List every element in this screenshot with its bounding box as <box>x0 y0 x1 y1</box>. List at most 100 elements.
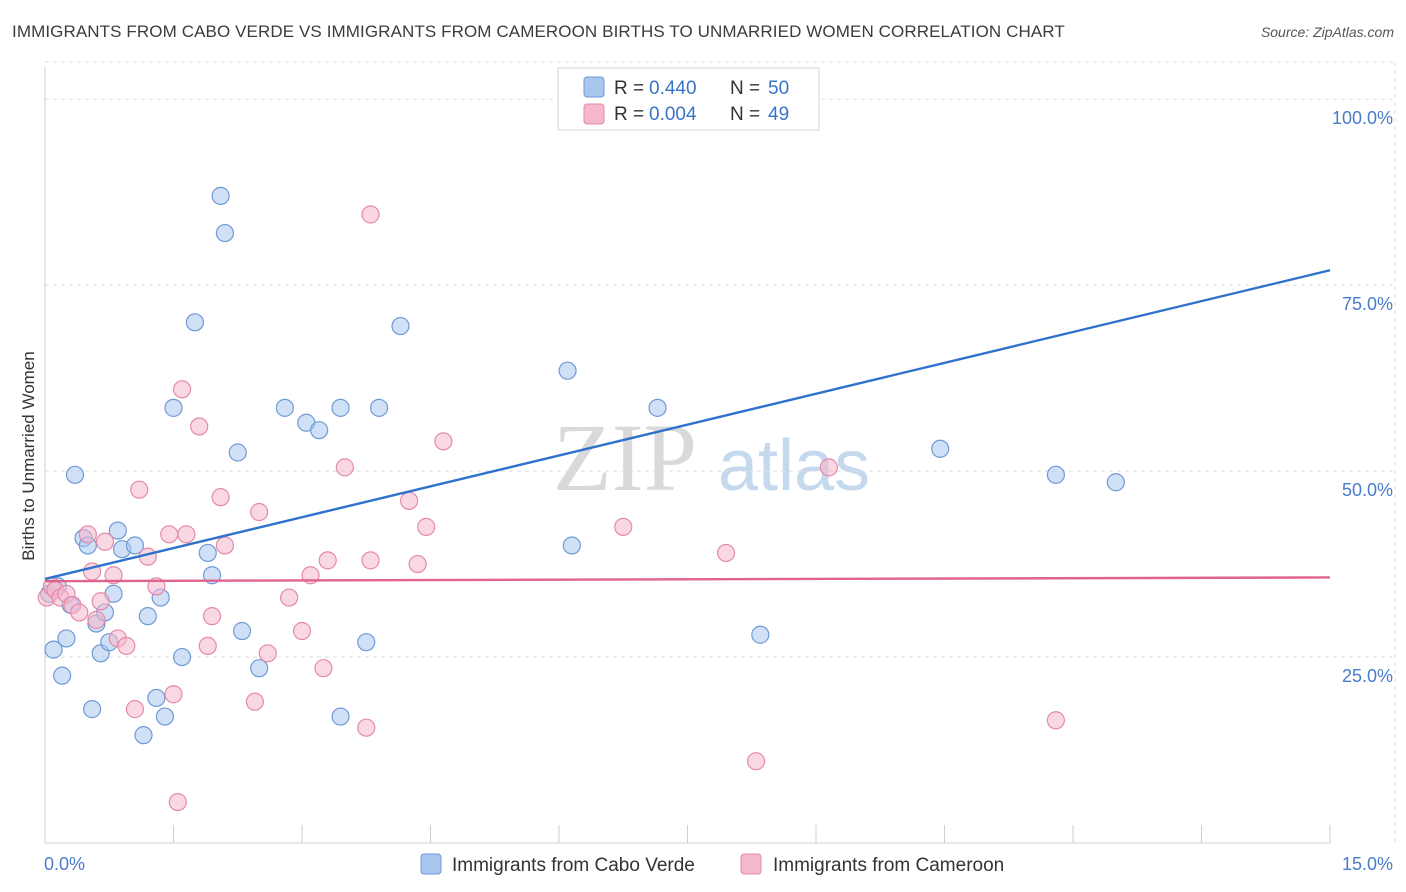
series-legend-swatch-cabo-verde <box>420 853 442 875</box>
point-cameroon-16 <box>130 480 149 499</box>
legend-n-label-cameroon: N = <box>730 104 760 125</box>
point-cabo-verde-31 <box>232 621 252 641</box>
point-cabo-verde-1 <box>44 640 63 659</box>
point-cabo-verde-15 <box>108 521 127 540</box>
point-cameroon-19 <box>160 525 179 544</box>
point-cabo-verde-45 <box>751 625 770 644</box>
point-cameroon-12 <box>104 566 123 585</box>
point-cabo-verde-4 <box>57 629 76 648</box>
legend-swatch-cabo-verde <box>583 76 605 98</box>
point-cabo-verde-24 <box>172 647 192 667</box>
x-tick-label-0: 0.0% <box>44 854 85 874</box>
legend-r-value-cabo-verde: 0.440 <box>649 78 697 99</box>
point-cabo-verde-9 <box>83 700 102 719</box>
series-legend-label-cabo-verde: Immigrants from Cabo Verde <box>452 855 695 876</box>
point-cameroon-31 <box>258 644 277 663</box>
point-cameroon-35 <box>314 659 333 678</box>
point-cameroon-32 <box>280 588 299 607</box>
point-cameroon-29 <box>245 692 264 711</box>
point-cameroon-11 <box>95 532 115 551</box>
watermark: ZIP atlas <box>553 404 870 511</box>
y-tick-label-1: 50.0% <box>1342 480 1393 500</box>
point-cabo-verde-20 <box>147 688 166 708</box>
legend-r-label-cabo-verde: R = <box>614 78 644 99</box>
point-cameroon-26 <box>202 607 222 626</box>
point-cameroon-46 <box>716 543 736 563</box>
legend-n-value-cabo-verde: 50 <box>768 78 789 99</box>
point-cameroon-43 <box>417 517 436 536</box>
point-cameroon-41 <box>399 491 419 510</box>
y-tick-label-2: 75.0% <box>1342 294 1393 314</box>
point-cabo-verde-41 <box>558 361 577 380</box>
point-cameroon-10 <box>91 592 110 611</box>
point-cabo-verde-27 <box>202 566 222 585</box>
series-legend-label-cameroon: Immigrants from Cameroon <box>773 855 1004 876</box>
point-cameroon-33 <box>292 621 312 641</box>
x-tick-labels: 0.0% 15.0% <box>44 854 1393 874</box>
x-tick-label-1: 15.0% <box>1342 854 1393 874</box>
point-cameroon-47 <box>746 752 766 771</box>
point-cabo-verde-26 <box>198 543 217 563</box>
y-tick-label-3: 100.0% <box>1332 108 1393 128</box>
watermark-atlas: atlas <box>718 426 870 506</box>
point-cabo-verde-48 <box>1046 465 1065 484</box>
point-cameroon-24 <box>190 417 209 436</box>
point-cameroon-49 <box>1046 711 1065 730</box>
point-cabo-verde-32 <box>250 659 269 678</box>
point-cameroon-22 <box>172 380 192 399</box>
correlation-legend: R = 0.440 N = 50 R = 0.004 N = 49 <box>557 67 820 131</box>
series-legend-swatch-cameroon <box>740 853 762 875</box>
point-cabo-verde-33 <box>275 398 294 417</box>
point-cabo-verde-19 <box>138 607 157 626</box>
point-cabo-verde-23 <box>164 398 183 417</box>
y-tick-labels: 25.0% 50.0% 75.0% 100.0% <box>1332 108 1393 686</box>
point-cameroon-9 <box>87 610 106 629</box>
point-cameroon-48 <box>819 458 838 477</box>
y-tick-label-0: 25.0% <box>1342 666 1393 686</box>
point-cabo-verde-22 <box>155 707 175 726</box>
point-cabo-verde-43 <box>648 398 667 417</box>
point-cameroon-45 <box>614 517 633 536</box>
point-cabo-verde-18 <box>134 726 153 745</box>
point-cameroon-38 <box>357 718 376 737</box>
point-cabo-verde-42 <box>562 536 581 555</box>
point-cameroon-23 <box>177 525 196 544</box>
trend-line-cameroon <box>44 576 1331 583</box>
point-cameroon-14 <box>117 636 136 655</box>
legend-n-value-cameroon: 49 <box>768 104 789 125</box>
trend-line-cabo-verde <box>44 269 1331 581</box>
point-cabo-verde-47 <box>931 439 950 458</box>
point-cameroon-42 <box>408 554 427 574</box>
point-cabo-verde-6 <box>65 465 85 484</box>
point-cameroon-39 <box>361 551 380 570</box>
point-cabo-verde-40 <box>391 316 410 336</box>
point-cameroon-37 <box>335 458 354 477</box>
point-cameroon-25 <box>198 636 217 655</box>
point-cabo-verde-38 <box>357 633 376 652</box>
point-cameroon-28 <box>215 536 234 555</box>
point-cameroon-20 <box>164 685 183 704</box>
point-cameroon-7 <box>78 525 97 544</box>
legend-r-value-cameroon: 0.004 <box>649 104 697 125</box>
point-cameroon-15 <box>125 700 145 719</box>
point-cabo-verde-17 <box>125 536 145 555</box>
point-cameroon-18 <box>147 577 166 596</box>
point-cameroon-36 <box>318 551 337 570</box>
point-cabo-verde-3 <box>53 666 72 685</box>
watermark-zip: ZIP <box>553 404 697 511</box>
point-cabo-verde-36 <box>331 707 350 726</box>
point-cameroon-40 <box>361 205 380 224</box>
point-cabo-verde-35 <box>310 421 329 440</box>
point-cameroon-6 <box>70 603 89 622</box>
point-cabo-verde-39 <box>370 398 389 417</box>
point-cabo-verde-29 <box>215 223 234 243</box>
chart-title: IMMIGRANTS FROM CABO VERDE VS IMMIGRANTS… <box>12 22 1065 41</box>
point-cabo-verde-30 <box>228 443 247 462</box>
legend-swatch-cameroon <box>583 103 605 125</box>
point-cabo-verde-49 <box>1106 473 1125 492</box>
point-cameroon-30 <box>250 502 269 522</box>
point-cameroon-21 <box>168 792 187 812</box>
axes <box>44 67 1331 844</box>
y-axis-label: Births to Unmarried Women <box>19 351 38 560</box>
